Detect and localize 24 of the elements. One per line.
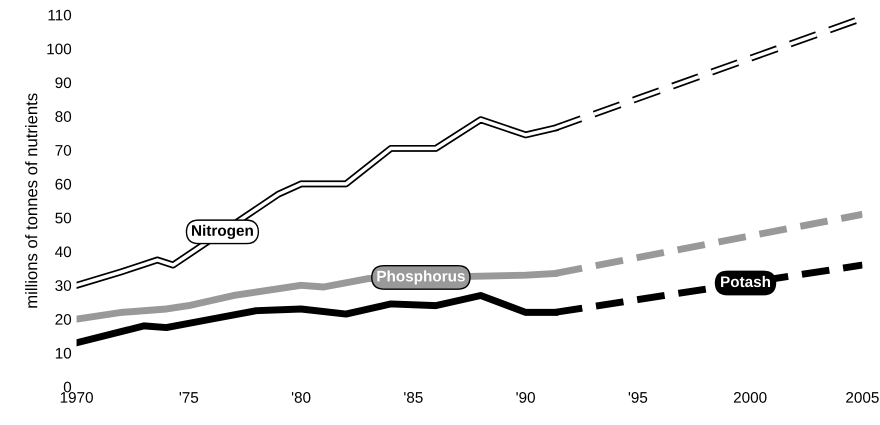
- y-tick-label: 100: [47, 44, 72, 54]
- y-tick-label: 10: [56, 348, 72, 359]
- y-tick-label: 50: [55, 212, 72, 224]
- x-tick-label: '95: [628, 392, 648, 403]
- x-tick-label: '90: [516, 392, 535, 403]
- y-tick-label: 40: [55, 246, 72, 258]
- x-tick-label: 2005: [846, 392, 879, 403]
- y-tick-label: 60: [55, 178, 72, 190]
- series-label: Phosphorus: [377, 270, 465, 285]
- y-axis-title: millions of tonnes of nutrients: [25, 93, 38, 308]
- y-tick-label: 80: [55, 111, 72, 122]
- x-tick-label: '85: [404, 392, 423, 403]
- x-tick-label: 2000: [734, 392, 767, 403]
- y-tick-label: 90: [55, 77, 72, 88]
- y-tick-label: 0: [64, 382, 72, 392]
- x-tick-label: '75: [180, 392, 198, 403]
- x-tick-label: 1970: [60, 392, 93, 403]
- series-label: Nitrogen: [192, 224, 253, 240]
- y-tick-label: 30: [55, 280, 72, 292]
- y-tick-label: 20: [55, 314, 72, 325]
- text: Potash: [721, 276, 770, 288]
- y-tick-label: 110: [48, 10, 72, 21]
- x-tick-label: '80: [292, 392, 310, 403]
- y-tick-label: 70: [55, 144, 72, 156]
